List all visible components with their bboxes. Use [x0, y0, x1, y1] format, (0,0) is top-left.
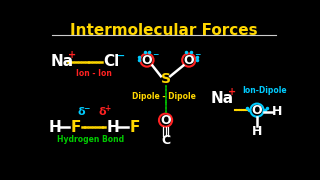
Text: F: F — [129, 120, 140, 135]
Text: C: C — [161, 134, 170, 147]
Text: −: − — [116, 50, 125, 60]
Text: Dipole - Dipole: Dipole - Dipole — [132, 92, 196, 101]
Text: δ: δ — [77, 107, 85, 118]
Text: Ion-Dipole: Ion-Dipole — [243, 86, 287, 95]
Text: −: − — [194, 50, 201, 59]
Text: F: F — [70, 120, 81, 135]
Text: +: + — [228, 87, 236, 97]
Text: δ: δ — [98, 107, 106, 118]
Text: +: + — [68, 50, 76, 60]
Text: O: O — [252, 104, 262, 117]
Text: +: + — [104, 104, 110, 113]
Text: Intermolecular Forces: Intermolecular Forces — [70, 23, 258, 38]
Text: −: − — [83, 104, 90, 113]
Text: S: S — [161, 72, 171, 86]
Text: Ion - Ion: Ion - Ion — [76, 69, 112, 78]
Text: −: − — [152, 50, 159, 59]
Text: H: H — [48, 120, 61, 135]
Text: Cl: Cl — [103, 54, 119, 69]
Text: H: H — [252, 125, 262, 138]
Text: O: O — [160, 114, 171, 127]
Text: O: O — [142, 54, 152, 67]
Text: O: O — [183, 54, 194, 67]
Text: Hydrogen Bond: Hydrogen Bond — [57, 135, 124, 144]
Text: H: H — [107, 120, 119, 135]
Text: H: H — [272, 105, 282, 118]
Text: Na: Na — [211, 91, 234, 106]
Text: Na: Na — [50, 54, 73, 69]
